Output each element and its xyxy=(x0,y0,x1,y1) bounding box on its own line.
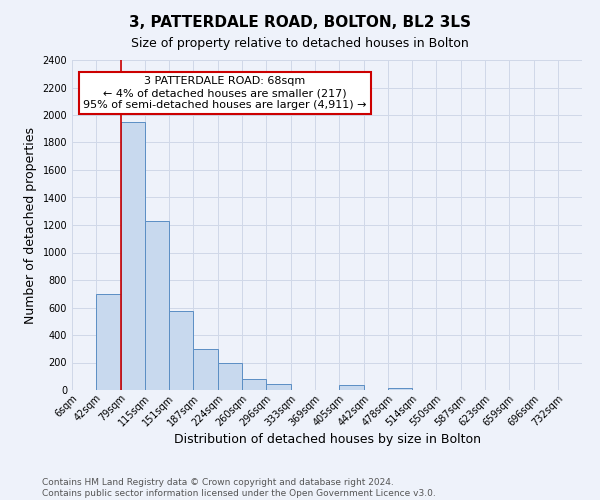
Bar xyxy=(388,388,412,390)
X-axis label: Distribution of detached houses by size in Bolton: Distribution of detached houses by size … xyxy=(173,433,481,446)
Text: Contains HM Land Registry data © Crown copyright and database right 2024.
Contai: Contains HM Land Registry data © Crown c… xyxy=(42,478,436,498)
Bar xyxy=(218,362,242,390)
Bar xyxy=(193,349,218,390)
Bar xyxy=(145,221,169,390)
Y-axis label: Number of detached properties: Number of detached properties xyxy=(24,126,37,324)
Bar xyxy=(339,386,364,390)
Bar xyxy=(266,384,291,390)
Bar xyxy=(242,378,266,390)
Bar xyxy=(169,311,193,390)
Text: 3, PATTERDALE ROAD, BOLTON, BL2 3LS: 3, PATTERDALE ROAD, BOLTON, BL2 3LS xyxy=(129,15,471,30)
Bar xyxy=(121,122,145,390)
Bar xyxy=(96,294,121,390)
Text: 3 PATTERDALE ROAD: 68sqm
← 4% of detached houses are smaller (217)
95% of semi-d: 3 PATTERDALE ROAD: 68sqm ← 4% of detache… xyxy=(83,76,367,110)
Text: Size of property relative to detached houses in Bolton: Size of property relative to detached ho… xyxy=(131,38,469,51)
